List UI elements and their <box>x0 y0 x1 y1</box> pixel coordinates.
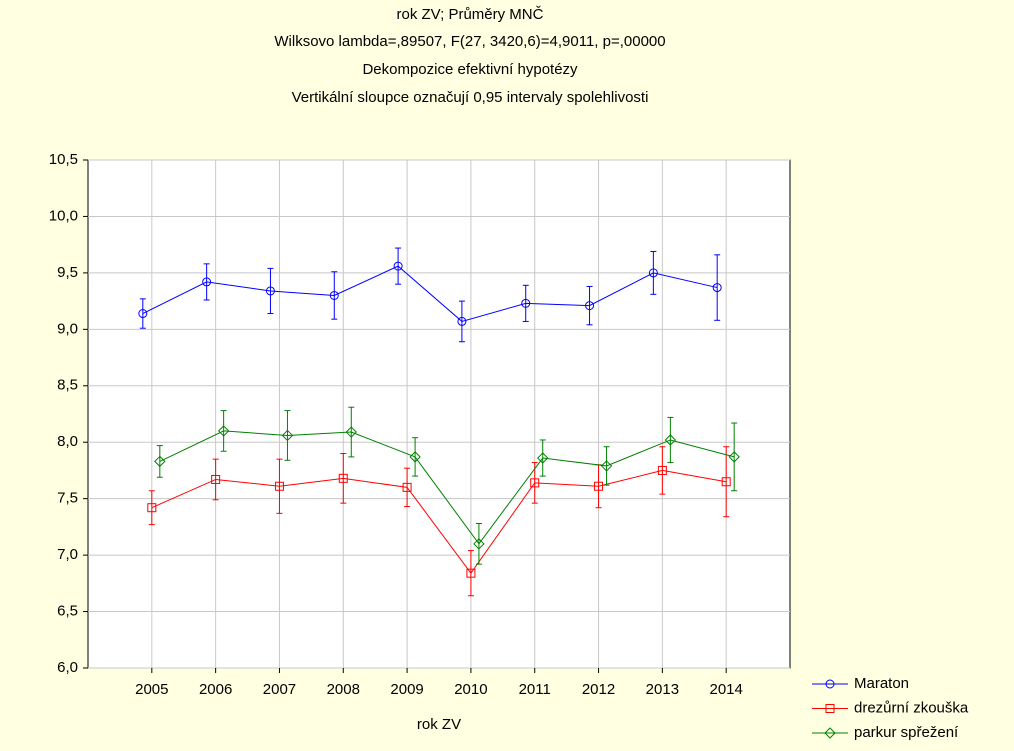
series-line <box>151 469 727 575</box>
marker <box>281 429 294 442</box>
legend-label: parkur spřežení <box>854 724 959 741</box>
series <box>138 247 722 343</box>
y-tick-label: 7,5 <box>57 490 78 507</box>
marker <box>274 481 284 491</box>
error-bar <box>395 247 402 285</box>
x-tick-label: 2006 <box>199 681 232 698</box>
y-tick-label: 6,0 <box>57 659 78 676</box>
error-bar <box>212 458 219 501</box>
marker <box>202 277 212 287</box>
error-bar <box>267 267 274 315</box>
marker <box>409 451 421 463</box>
marker <box>329 290 339 300</box>
marker <box>648 268 658 278</box>
marker <box>393 261 403 271</box>
x-tick-label: 2005 <box>135 681 168 698</box>
chart-subtitle: Wilksovo lambda=,89507, F(27, 3420,6)=4,… <box>274 33 665 50</box>
plot-area <box>87 159 791 669</box>
marker <box>712 283 722 293</box>
marker <box>657 465 667 475</box>
series-line <box>159 430 735 545</box>
chart-title: rok ZV; Průměry MNČ <box>397 6 544 23</box>
marker <box>265 286 275 296</box>
marker <box>466 568 476 578</box>
error-bar <box>404 467 411 508</box>
error-bar <box>156 445 163 478</box>
marker <box>217 425 230 437</box>
y-tick-label: 8,5 <box>57 377 78 394</box>
error-bar <box>522 284 529 322</box>
x-axis-label: rok ZV <box>417 716 461 733</box>
chart-subtitle: Dekompozice efektivní hypotézy <box>362 61 578 78</box>
error-bar <box>667 416 674 464</box>
error-bar <box>539 439 546 477</box>
marker <box>338 473 348 483</box>
marker <box>345 426 357 438</box>
x-tick-label: 2009 <box>390 681 423 698</box>
marker <box>585 301 595 311</box>
marker <box>147 503 157 513</box>
x-tick-label: 2007 <box>263 681 296 698</box>
y-tick-label: 9,0 <box>57 320 78 337</box>
marker <box>600 460 613 472</box>
error-bar <box>276 458 283 514</box>
marker <box>457 316 467 326</box>
marker <box>825 679 835 689</box>
error-bar <box>467 550 474 597</box>
error-bar <box>203 263 210 301</box>
y-tick-label: 9,5 <box>57 264 78 281</box>
error-bar <box>714 254 721 321</box>
error-bar <box>220 410 227 452</box>
x-tick-label: 2010 <box>454 681 487 698</box>
chart-subtitle: Vertikální sloupce označují 0,95 interva… <box>292 89 649 106</box>
x-tick-label: 2012 <box>582 681 615 698</box>
error-bar <box>148 490 155 526</box>
error-bar <box>284 410 291 461</box>
legend-label: Maraton <box>854 675 909 692</box>
x-tick-label: 2011 <box>519 681 551 698</box>
series <box>154 406 740 565</box>
legend-label: drezůrní zkouška <box>854 699 969 716</box>
error-bar <box>348 406 355 458</box>
y-tick-label: 10,5 <box>49 151 78 168</box>
marker <box>521 298 531 308</box>
series-line <box>142 265 718 322</box>
marker <box>211 474 221 484</box>
error-bar <box>586 285 593 326</box>
error-bar <box>603 446 610 486</box>
series <box>147 446 731 597</box>
error-bar <box>331 271 338 320</box>
error-bar <box>458 300 465 343</box>
error-bar <box>723 446 730 518</box>
x-tick-label: 2013 <box>646 681 679 698</box>
error-bar <box>139 298 146 329</box>
marker <box>402 482 412 492</box>
y-tick-label: 7,0 <box>57 546 78 563</box>
error-bar <box>659 446 666 495</box>
marker <box>473 538 485 550</box>
y-tick-label: 10,0 <box>49 207 78 224</box>
marker <box>594 481 604 491</box>
marker <box>728 451 740 463</box>
marker <box>537 452 549 464</box>
marker <box>154 455 166 468</box>
marker <box>138 309 148 319</box>
marker <box>825 704 835 713</box>
marker <box>530 478 540 488</box>
error-bar <box>340 453 347 504</box>
marker <box>664 434 677 446</box>
marker <box>721 477 731 487</box>
y-tick-label: 8,0 <box>57 433 78 450</box>
error-bar <box>731 422 738 492</box>
error-bar <box>650 250 657 295</box>
error-bar <box>412 437 419 477</box>
x-tick-label: 2014 <box>709 681 742 698</box>
error-bar <box>475 523 482 565</box>
x-tick-label: 2008 <box>327 681 360 698</box>
marker <box>824 727 836 739</box>
y-tick-label: 6,5 <box>57 603 78 620</box>
